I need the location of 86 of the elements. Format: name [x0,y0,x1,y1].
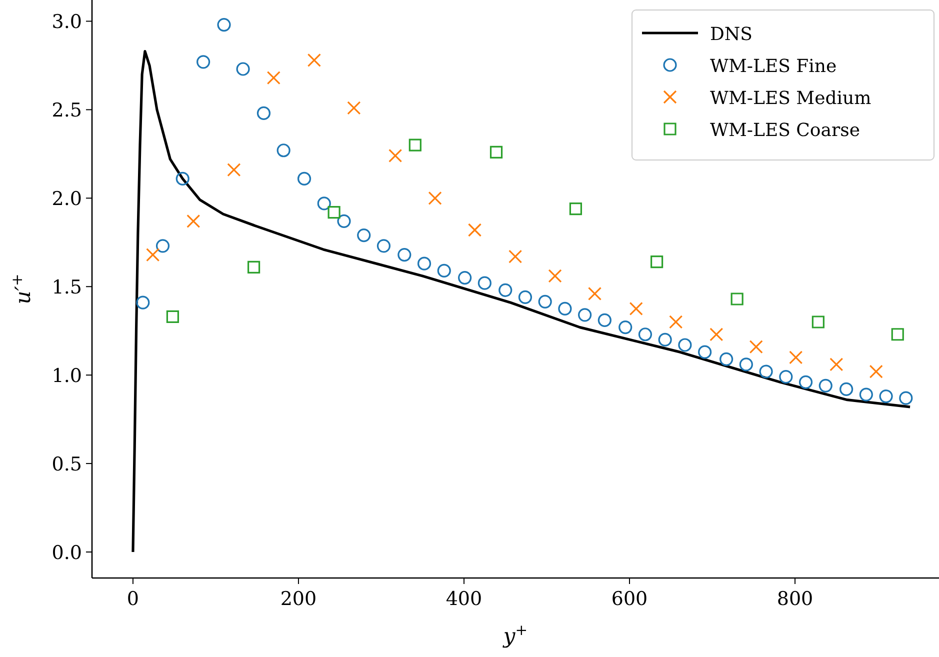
point [650,256,664,268]
point [156,239,170,253]
point [458,270,472,285]
point [266,71,280,85]
point [227,163,241,177]
y-tick-label: 0.0 [52,542,82,564]
y-tick-label: 2.0 [52,188,82,210]
point [337,214,351,228]
point [347,101,361,115]
point [749,340,763,354]
point [812,316,824,328]
point [739,358,753,372]
line-series [132,50,912,554]
point [698,345,712,359]
y-tick-label: 3.0 [52,11,82,34]
point [558,302,572,316]
point [818,378,832,392]
point [891,328,904,341]
point [276,144,290,158]
point [146,248,160,262]
y-tick-label: 1.5 [52,276,82,299]
point [879,390,893,404]
point [490,146,503,158]
point [468,223,482,237]
point [307,53,321,67]
legend-label: WM-LES Fine [710,56,837,77]
point [638,328,652,342]
point [357,228,371,242]
x-tick-label: 600 [611,588,648,610]
point [478,276,492,290]
y-tick-label: 1.0 [52,365,82,388]
point [256,106,271,120]
point [798,375,813,389]
point [508,250,522,264]
point [498,283,512,297]
point [176,172,190,186]
x-tick-label: 800 [776,588,814,610]
point [789,350,803,364]
point [710,328,724,342]
point [720,352,734,366]
point [669,315,683,329]
point [388,148,402,162]
point [166,310,179,323]
y-tick-label: 2.5 [52,100,82,122]
x-tick-label: 0 [126,588,140,610]
point [136,296,150,310]
point [247,260,260,274]
point [830,358,844,372]
x-axis-title: y$^{+}$ [502,622,528,648]
point [588,286,602,300]
point [779,370,793,384]
point [678,338,692,352]
point [376,239,391,253]
point [899,391,913,405]
point [186,214,200,228]
point [317,196,331,210]
point [658,332,672,346]
x-tick-label: 400 [446,588,482,610]
point [236,62,250,76]
legend-label: WM-LES Coarse [710,120,860,141]
point [548,269,562,283]
point [196,55,210,69]
point [408,138,422,152]
point [759,364,773,378]
point [730,292,744,306]
legend-label: WM-LES Medium [710,88,872,109]
point [518,290,532,304]
point [398,248,412,262]
point [538,294,552,308]
point [297,172,312,186]
y-tick-label: 0.5 [52,454,82,476]
point [869,364,883,378]
point [629,302,643,316]
point [618,320,632,334]
point [328,206,340,219]
point [859,388,873,402]
point [428,191,442,205]
point [437,264,451,278]
point [578,308,592,322]
point [840,382,854,396]
point [569,202,582,216]
point [417,256,432,270]
legend-label: DNS [710,24,753,45]
point [598,313,612,328]
point [217,18,231,32]
x-tick-label: 200 [280,588,317,610]
